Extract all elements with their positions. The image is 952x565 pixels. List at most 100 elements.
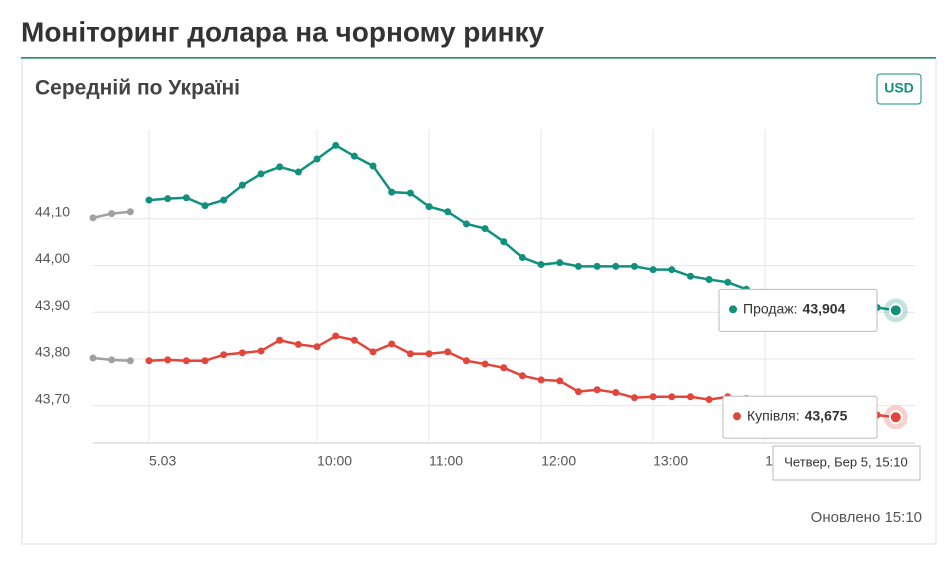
point [276,336,284,344]
tooltip-name: Купівля: [747,407,800,423]
point [369,162,377,170]
point [537,261,545,269]
point [145,357,153,365]
point [612,389,620,397]
point [649,393,657,401]
chart-title: Середній по Україні [35,77,240,100]
point [630,262,638,270]
tooltip-text: Купівля: 43,675 [747,407,848,423]
tooltip-dot [733,412,741,421]
point [462,220,470,228]
y-tick-label: 44,10 [35,203,70,219]
point [649,266,657,274]
point [257,170,265,178]
x-tick-label: 11:00 [429,453,463,469]
point [462,357,470,365]
point [332,332,340,340]
point [201,357,209,365]
point [686,272,694,280]
point [593,262,601,270]
updated: Оновлено 15:10 [811,509,922,526]
point [182,194,190,202]
point [126,208,134,216]
point [294,168,302,176]
point [89,354,97,362]
point [574,388,582,396]
point [201,202,209,210]
point [481,360,489,368]
point [686,393,694,401]
point [406,350,414,358]
point [294,340,302,348]
y-tick-label: 43,70 [35,390,70,406]
point [425,350,433,358]
point [612,262,620,270]
point [888,410,903,425]
point [705,396,713,404]
date-tooltip-text: Четвер, Бер 5, 15:10 [784,454,907,469]
tooltip-name: Продаж: [743,300,798,316]
tooltip-dot [729,305,737,314]
point [556,259,564,267]
point [388,340,396,348]
point [257,347,265,355]
point [238,181,246,189]
point [593,386,601,394]
y-tick-label: 43,90 [35,297,70,313]
point [182,357,190,365]
date-tooltip [772,445,921,481]
tooltip-text: Продаж: 43,904 [743,300,846,316]
x-tick-label: 13:00 [653,453,688,469]
point [313,155,321,163]
point [350,336,358,344]
point [668,393,676,401]
point [481,225,489,233]
currency-label: USD [884,80,914,96]
point [574,262,582,270]
x-tick-label: 10:00 [317,453,352,469]
tooltip-value: 43,675 [805,407,848,423]
tooltips: Продаж: 43,904 Купівля: 43,675 Четвер, Бер 5… [718,288,921,481]
point [630,394,638,402]
point [369,348,377,356]
point [332,141,340,149]
point [406,189,414,197]
point [145,196,153,204]
point [89,214,97,222]
point [668,266,676,274]
point [425,203,433,211]
tooltip-box [722,395,878,439]
point [388,188,396,196]
currency-button[interactable] [876,73,922,105]
point [537,376,545,384]
point [276,163,284,171]
point [444,348,452,356]
point [313,343,321,351]
point [556,377,564,385]
point [126,357,134,365]
y-tick-label: 43,80 [35,344,70,360]
point [164,195,172,203]
point [500,238,508,246]
point [444,208,452,216]
point [220,196,228,204]
point [888,303,903,318]
point [518,254,526,262]
point [220,351,228,359]
point [108,210,116,218]
point [350,152,358,160]
point [108,356,116,364]
tooltip-box [718,288,878,332]
point [518,372,526,380]
point [164,356,172,364]
x-tick-label: 5.03 [149,453,176,469]
tooltip-value: 43,904 [803,300,846,316]
point [724,278,732,286]
point [238,349,246,357]
y-tick-label: 44,00 [35,250,70,266]
point [500,364,508,372]
page-title: Моніторинг долара на чорному ринку [21,16,545,47]
point [705,275,713,283]
